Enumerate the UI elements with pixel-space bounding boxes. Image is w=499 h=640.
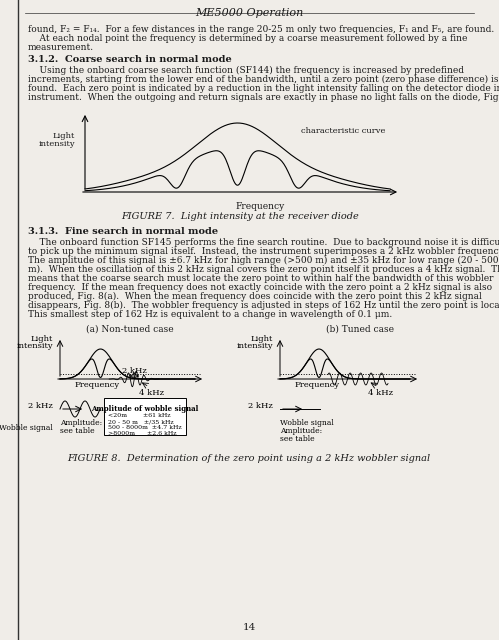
FancyBboxPatch shape bbox=[104, 398, 186, 435]
Text: Wobble signal: Wobble signal bbox=[280, 419, 334, 427]
Text: Frequency: Frequency bbox=[236, 202, 284, 211]
Text: measurement.: measurement. bbox=[28, 43, 94, 52]
Text: Wobble signal: Wobble signal bbox=[0, 424, 53, 432]
Text: (a) Non-tuned case: (a) Non-tuned case bbox=[86, 325, 174, 334]
Text: FIGURE 8.  Determination of the zero point using a 2 kHz wobbler signal: FIGURE 8. Determination of the zero poin… bbox=[67, 454, 431, 463]
Text: Frequency: Frequency bbox=[295, 381, 340, 389]
Text: see table: see table bbox=[60, 427, 95, 435]
Text: The amplitude of this signal is ±6.7 kHz for high range (>500 m) and ±35 kHz for: The amplitude of this signal is ±6.7 kHz… bbox=[28, 256, 499, 265]
Text: Light: Light bbox=[52, 132, 75, 140]
Text: 2 kHz: 2 kHz bbox=[122, 367, 147, 375]
Text: The onboard function SF145 performs the fine search routine.  Due to background : The onboard function SF145 performs the … bbox=[28, 238, 499, 247]
Text: 14: 14 bbox=[243, 623, 255, 632]
Text: Light: Light bbox=[250, 335, 273, 343]
Text: At each nodal point the frequency is determined by a coarse measurement followed: At each nodal point the frequency is det… bbox=[28, 34, 468, 43]
Text: >8000m      ±2.6 kHz: >8000m ±2.6 kHz bbox=[108, 431, 177, 436]
Text: see table: see table bbox=[280, 435, 315, 443]
Text: Using the onboard coarse search function (SF144) the frequency is increased by p: Using the onboard coarse search function… bbox=[28, 66, 464, 75]
Text: intensity: intensity bbox=[16, 342, 53, 350]
Text: to pick up the minimum signal itself.  Instead, the instrument superimposes a 2 : to pick up the minimum signal itself. In… bbox=[28, 247, 499, 256]
Text: This smallest step of 162 Hz is equivalent to a change in wavelength of 0.1 μm.: This smallest step of 162 Hz is equivale… bbox=[28, 310, 392, 319]
Text: Amplitude:: Amplitude: bbox=[280, 427, 322, 435]
Text: FIGURE 7.  Light intensity at the receiver diode: FIGURE 7. Light intensity at the receive… bbox=[121, 212, 359, 221]
Text: found.  Each zero point is indicated by a reduction in the light intensity falli: found. Each zero point is indicated by a… bbox=[28, 84, 499, 93]
Text: 2 kHz: 2 kHz bbox=[28, 402, 53, 410]
Text: m).  When the oscillation of this 2 kHz signal covers the zero point itself it p: m). When the oscillation of this 2 kHz s… bbox=[28, 265, 499, 274]
Text: intensity: intensity bbox=[237, 342, 273, 350]
Text: 3.1.2.  Coarse search in normal mode: 3.1.2. Coarse search in normal mode bbox=[28, 55, 232, 64]
Text: 4 kHz: 4 kHz bbox=[139, 389, 164, 397]
Text: Frequency: Frequency bbox=[75, 381, 120, 389]
Text: (b) Tuned case: (b) Tuned case bbox=[326, 325, 394, 334]
Text: characteristic curve: characteristic curve bbox=[300, 127, 385, 135]
Text: 500 - 8000m  ±4.7 kHz: 500 - 8000m ±4.7 kHz bbox=[108, 425, 182, 430]
Text: means that the coarse search must locate the zero point to within half the bandw: means that the coarse search must locate… bbox=[28, 274, 494, 283]
Text: increments, starting from the lower end of the bandwidth, until a zero point (ze: increments, starting from the lower end … bbox=[28, 75, 499, 84]
Text: <20m        ±61 kHz: <20m ±61 kHz bbox=[108, 413, 171, 418]
Text: found, F₂ = F₁₄.  For a few distances in the range 20-25 m only two frequencies,: found, F₂ = F₁₄. For a few distances in … bbox=[28, 25, 494, 34]
Text: Amplitude:: Amplitude: bbox=[60, 419, 102, 427]
Text: 2 kHz: 2 kHz bbox=[248, 402, 273, 410]
Text: disappears, Fig. 8(b).  The wobbler frequency is adjusted in steps of 162 Hz unt: disappears, Fig. 8(b). The wobbler frequ… bbox=[28, 301, 499, 310]
Text: instrument.  When the outgoing and return signals are exactly in phase no light : instrument. When the outgoing and return… bbox=[28, 93, 499, 102]
Text: intensity: intensity bbox=[38, 140, 75, 148]
Text: Light: Light bbox=[30, 335, 53, 343]
Text: frequency.  If the mean frequency does not exactly coincide with the zero point : frequency. If the mean frequency does no… bbox=[28, 283, 492, 292]
Text: produced, Fig. 8(a).  When the mean frequency does coincide with the zero point : produced, Fig. 8(a). When the mean frequ… bbox=[28, 292, 482, 301]
Text: ME5000 Operation: ME5000 Operation bbox=[195, 8, 303, 18]
Text: 20 - 50 m   ±/35 kHz: 20 - 50 m ±/35 kHz bbox=[108, 419, 174, 424]
Text: 3.1.3.  Fine search in normal mode: 3.1.3. Fine search in normal mode bbox=[28, 227, 218, 236]
Text: 4 kHz: 4 kHz bbox=[368, 389, 393, 397]
Text: Amplitude of wobble signal: Amplitude of wobble signal bbox=[91, 405, 199, 413]
